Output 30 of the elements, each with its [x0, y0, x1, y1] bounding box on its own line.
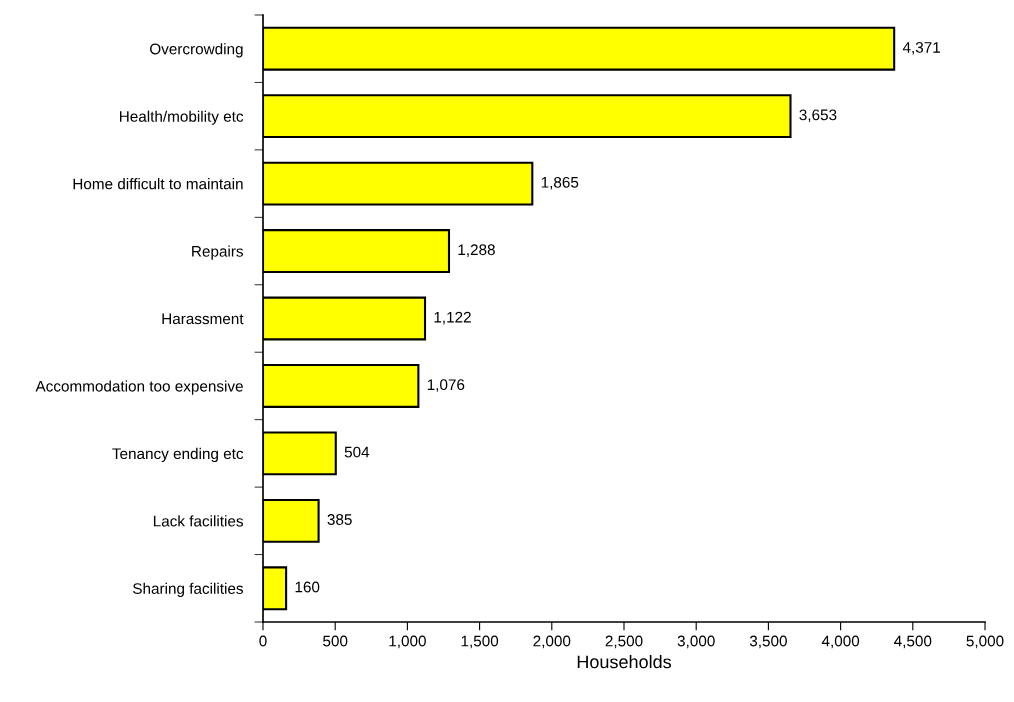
y-tick-label: Lack facilities	[153, 515, 244, 527]
y-tick-label: Harassment	[162, 313, 244, 325]
y-tick-label: Health/mobility etc	[120, 110, 244, 125]
data-label: 1,076	[427, 379, 465, 392]
y-tick-label: Accommodation too expensive	[35, 380, 243, 395]
x-tick-label: 5,000	[966, 635, 1004, 649]
data-label: 1,122	[434, 311, 471, 325]
x-tick-label: 2,000	[533, 635, 571, 649]
y-tick-label: Home difficult to maintain	[73, 178, 243, 190]
data-label: 385	[327, 514, 352, 525]
x-tick-label: 4,000	[821, 635, 860, 649]
x-tick-label: 2,500	[605, 635, 643, 649]
y-tick-label: Overcrowding	[150, 43, 243, 58]
x-tick-label: 3,500	[749, 635, 787, 649]
data-label: 1,865	[541, 176, 579, 190]
y-tick-label: Tenancy ending etc	[112, 447, 244, 463]
x-tick-label: 1,000	[389, 635, 426, 649]
data-label: 4,371	[902, 42, 940, 55]
x-tick-label: 3,000	[677, 635, 715, 649]
data-label: 3,653	[799, 109, 837, 123]
x-axis-title: Households	[577, 654, 672, 669]
y-tick-label: Repairs	[192, 245, 244, 260]
x-tick-label: 500	[323, 635, 348, 647]
y-tick-label: Sharing facilities	[133, 582, 244, 597]
data-label: 160	[295, 581, 320, 593]
data-label: 504	[344, 446, 370, 458]
x-tick-label: 0	[259, 635, 267, 647]
data-label: 1,288	[458, 244, 495, 257]
x-tick-label: 4,500	[894, 635, 932, 649]
x-tick-label: 1,500	[461, 635, 499, 649]
